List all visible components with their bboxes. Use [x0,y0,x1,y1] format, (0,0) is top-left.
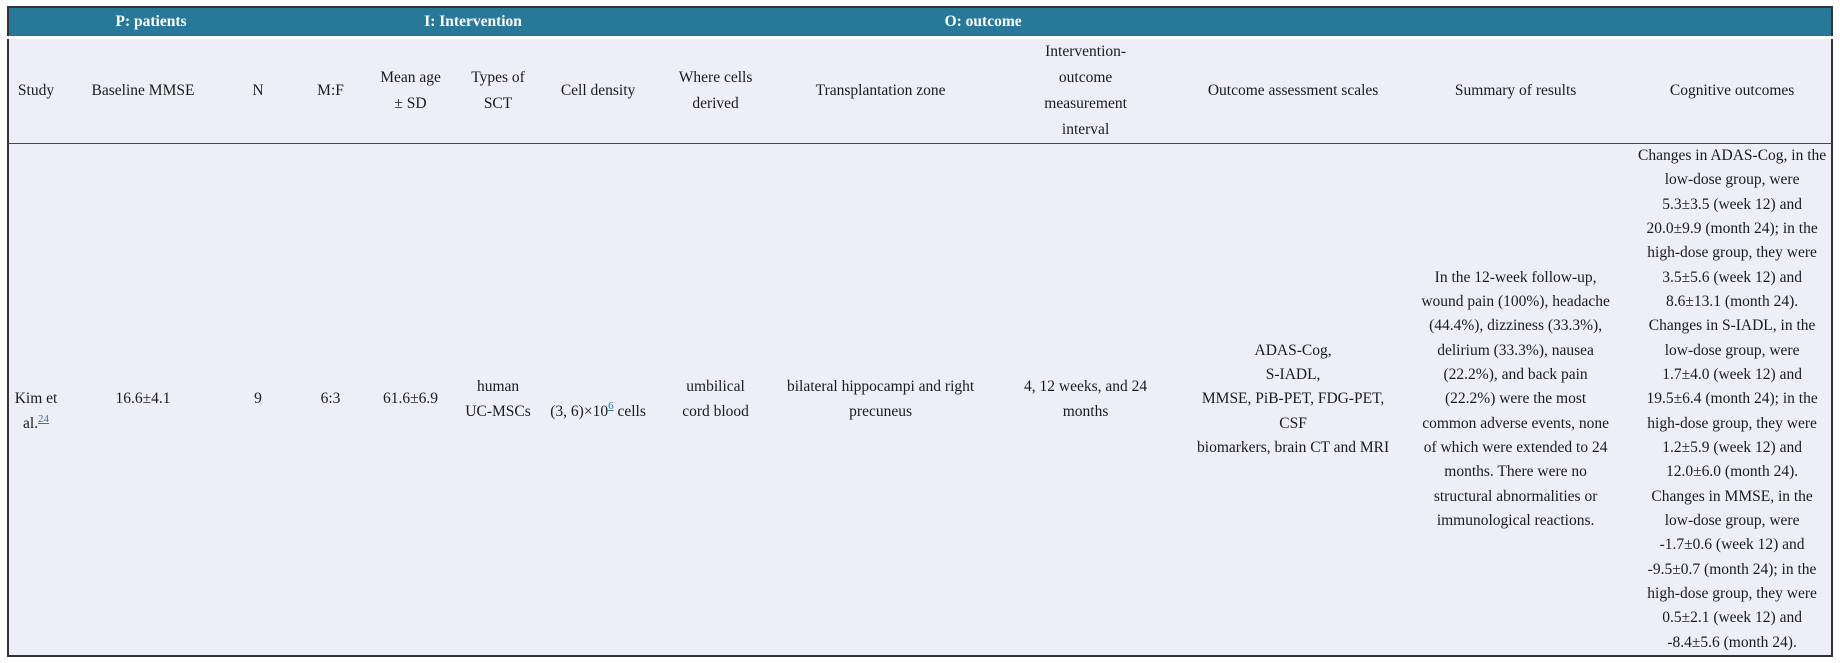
cell-interval: 4, 12 weeks, and 24 months [1024,378,1148,420]
cell-transplant-zone: bilateral hippocampi and right precuneus [786,378,975,420]
cell-types-sct: human UC-MSCs [465,378,531,420]
col-header-where-derived: Where cells derived [653,37,779,145]
col-header-scales: Outcome assessment scales [1188,37,1399,145]
cell-where-derived: umbilical cord blood [682,378,749,420]
column-header-row: Study Baseline MMSE N M:F Mean age ± SD … [8,37,1833,145]
cell-cognitive: Changes in ADAS-Cog, in the low-dose gro… [1638,147,1827,651]
group-header-spacer-2 [1188,7,1833,39]
group-header-intervention: I: Intervention [293,7,654,39]
col-header-n: N [223,37,294,145]
col-header-transplant-zone: Transplantation zone [778,37,984,145]
col-header-cell-density: Cell density [543,37,654,145]
col-header-cognitive: Cognitive outcomes [1633,37,1833,145]
cell-density-unit: cells [613,402,646,420]
reference-link-24[interactable]: 24 [38,412,50,425]
cell-mean-age: 61.6±6.9 [383,390,439,408]
col-header-types-sct: Types of SCT [453,37,544,145]
cell-baseline-mmse: 16.6±4.1 [115,390,171,408]
col-header-mean-age: Mean age ± SD [368,37,454,145]
study-citation: Kim et al. [14,390,58,432]
pico-table: P: patients I: Intervention O: outcome S… [7,6,1834,658]
reference-link-6[interactable]: 6 [608,400,614,413]
cell-scales: ADAS-Cog, S-IADL, MMSE, PiB-PET, FDG-PET… [1197,341,1390,457]
col-header-study: Study [8,37,63,145]
cell-n: 9 [254,390,262,408]
cell-summary: In the 12-week follow-up, wound pain (10… [1421,268,1610,530]
cell-density-value: (3, 6)×10 [550,402,609,420]
col-header-interval: Intervention- outcome measurement interv… [983,37,1189,145]
cell-study: Kim et al.24 [8,144,63,656]
table-row: Kim et al.24 16.6±4.1 9 6:3 61.6±6.9 hum… [8,144,1832,656]
col-header-baseline-mmse: Baseline MMSE [63,37,223,145]
cell-cell-density: (3, 6)×106 cells [543,144,653,656]
group-header-row: P: patients I: Intervention O: outcome [8,7,1833,39]
col-header-mf: M:F [293,37,369,145]
group-header-spacer-1 [653,7,779,39]
col-header-summary: Summary of results [1398,37,1634,145]
cell-mf: 6:3 [320,390,341,408]
group-header-outcome: O: outcome [778,7,1189,39]
group-header-patients: P: patients [8,7,294,39]
